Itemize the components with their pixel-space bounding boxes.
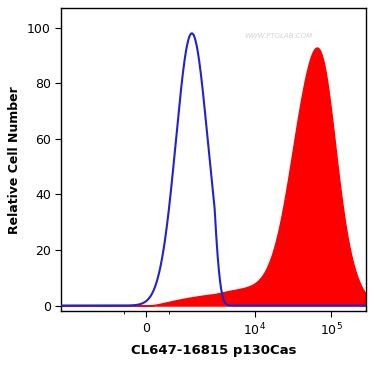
Y-axis label: Relative Cell Number: Relative Cell Number <box>8 86 21 234</box>
X-axis label: CL647-16815 p130Cas: CL647-16815 p130Cas <box>131 344 296 357</box>
Text: WWW.PTGLAB.COM: WWW.PTGLAB.COM <box>244 32 312 39</box>
